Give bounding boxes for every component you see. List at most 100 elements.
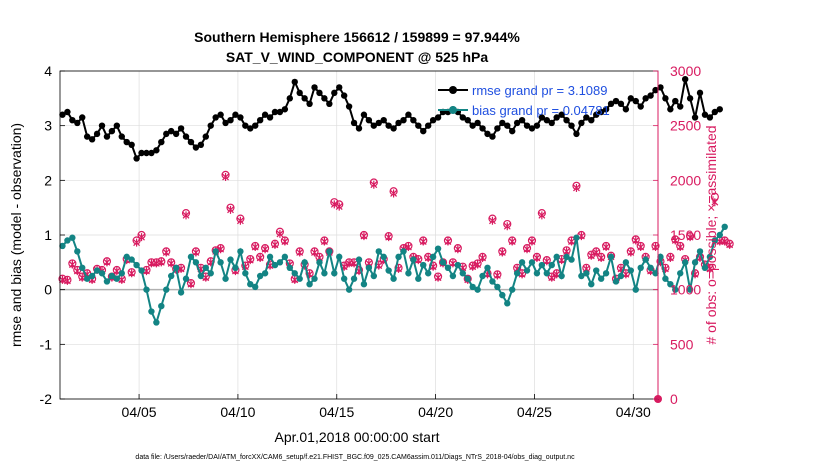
rmse-point xyxy=(143,149,150,157)
x-tick-label: 04/05 xyxy=(122,404,157,420)
bias-point xyxy=(395,253,402,261)
bias-point xyxy=(563,253,570,261)
rmse-point xyxy=(286,95,294,102)
rmse-point xyxy=(573,130,580,138)
bias-point xyxy=(390,275,397,282)
y-right-tick-label: 2500 xyxy=(670,118,701,134)
rmse-point xyxy=(558,111,565,118)
obs-assimilated-point xyxy=(63,276,71,285)
y-axis-left-label: rmse and bias (model - observation) xyxy=(8,123,24,347)
bias-point xyxy=(301,259,308,266)
obs-assimilated-point xyxy=(568,237,575,246)
obs-assimilated-point xyxy=(533,253,541,262)
obs-assimilated-point xyxy=(419,237,427,246)
rmse-point xyxy=(167,127,175,135)
bias-point xyxy=(568,256,575,263)
rmse-point xyxy=(553,114,560,121)
bias-point xyxy=(533,270,541,277)
rmse-point xyxy=(365,117,373,124)
bias-point xyxy=(494,283,501,291)
bias-point xyxy=(617,272,625,280)
rmse-point xyxy=(74,119,81,127)
bias-point xyxy=(74,248,81,255)
rmse-point xyxy=(597,108,605,116)
rmse-point xyxy=(711,108,719,116)
rmse-point xyxy=(266,114,274,121)
y-right-tick-label: 0 xyxy=(670,391,678,407)
obs-assimilated-point xyxy=(236,216,244,225)
bias-point xyxy=(252,283,259,291)
bias-point xyxy=(350,275,358,282)
rmse-point xyxy=(617,100,625,108)
rmse-point xyxy=(227,117,234,124)
obs-assimilated-point xyxy=(454,245,462,254)
bias-point xyxy=(148,308,155,315)
bias-point xyxy=(602,270,610,277)
rmse-point xyxy=(518,117,526,124)
bias-point xyxy=(158,302,165,310)
rmse-point xyxy=(59,111,66,118)
rmse-point xyxy=(513,119,521,127)
bias-point xyxy=(622,259,630,266)
rmse-point xyxy=(355,125,363,132)
rmse-point xyxy=(691,114,699,121)
data-file-footer: data file: /Users/raeder/DAI/ATM_forcXX/… xyxy=(135,454,575,461)
rmse-point xyxy=(237,114,244,121)
rmse-point xyxy=(118,133,125,140)
bias-point xyxy=(138,267,145,274)
rmse-point xyxy=(212,114,219,121)
rmse-point xyxy=(360,111,368,118)
y-left-tick-label: 3 xyxy=(44,118,52,134)
rmse-point xyxy=(400,117,407,124)
rmse-point xyxy=(459,114,466,121)
rmse-point xyxy=(108,127,116,135)
obs-assimilated-point xyxy=(726,240,734,249)
bias-point xyxy=(340,275,348,282)
obs-assimilated-point xyxy=(573,183,580,192)
rmse-point xyxy=(509,127,516,135)
bias-point xyxy=(420,261,427,269)
rmse-point xyxy=(113,122,121,129)
bias-point xyxy=(345,286,353,293)
rmse-point xyxy=(321,95,328,102)
bias-point xyxy=(326,248,333,255)
bias-point xyxy=(469,283,476,291)
obs-assimilated-point xyxy=(503,222,511,231)
obs-assimilated-point xyxy=(721,237,729,246)
rmse-point xyxy=(153,147,160,154)
rmse-point xyxy=(528,125,536,132)
bias-point xyxy=(464,275,471,282)
rmse-point xyxy=(370,122,378,129)
obs-assimilated-point xyxy=(192,248,200,257)
bias-point xyxy=(489,278,496,285)
obs-assimilated-point xyxy=(370,180,378,189)
obs-assimilated-point xyxy=(276,229,284,238)
obs-assimilated-point xyxy=(390,189,398,198)
x-tick-label: 04/30 xyxy=(616,404,651,420)
rmse-point xyxy=(390,125,397,132)
bias-point xyxy=(509,286,516,293)
rmse-point xyxy=(405,111,412,118)
bias-point xyxy=(321,270,328,277)
rmse-point xyxy=(706,114,714,121)
bias-point xyxy=(311,275,318,282)
legend-bias-marker xyxy=(449,106,457,114)
rmse-point xyxy=(612,97,620,105)
bias-point xyxy=(380,253,387,261)
bias-point xyxy=(518,259,526,266)
rmse-point xyxy=(474,119,481,127)
rmse-point xyxy=(484,130,491,138)
rmse-point xyxy=(187,138,195,146)
bias-point xyxy=(424,270,432,277)
obs-assimilated-point xyxy=(523,245,531,254)
x-tick-label: 04/25 xyxy=(517,404,552,420)
rmse-point xyxy=(672,97,679,105)
rmse-point xyxy=(336,84,343,91)
bias-point xyxy=(681,259,689,266)
bias-point xyxy=(207,270,214,277)
obs-assimilated-point xyxy=(493,271,501,280)
x-axis-label: Apr.01,2018 00:00:00 start xyxy=(274,429,439,445)
rmse-point xyxy=(499,119,506,127)
rmse-point xyxy=(533,122,541,129)
bias-point xyxy=(538,261,546,269)
